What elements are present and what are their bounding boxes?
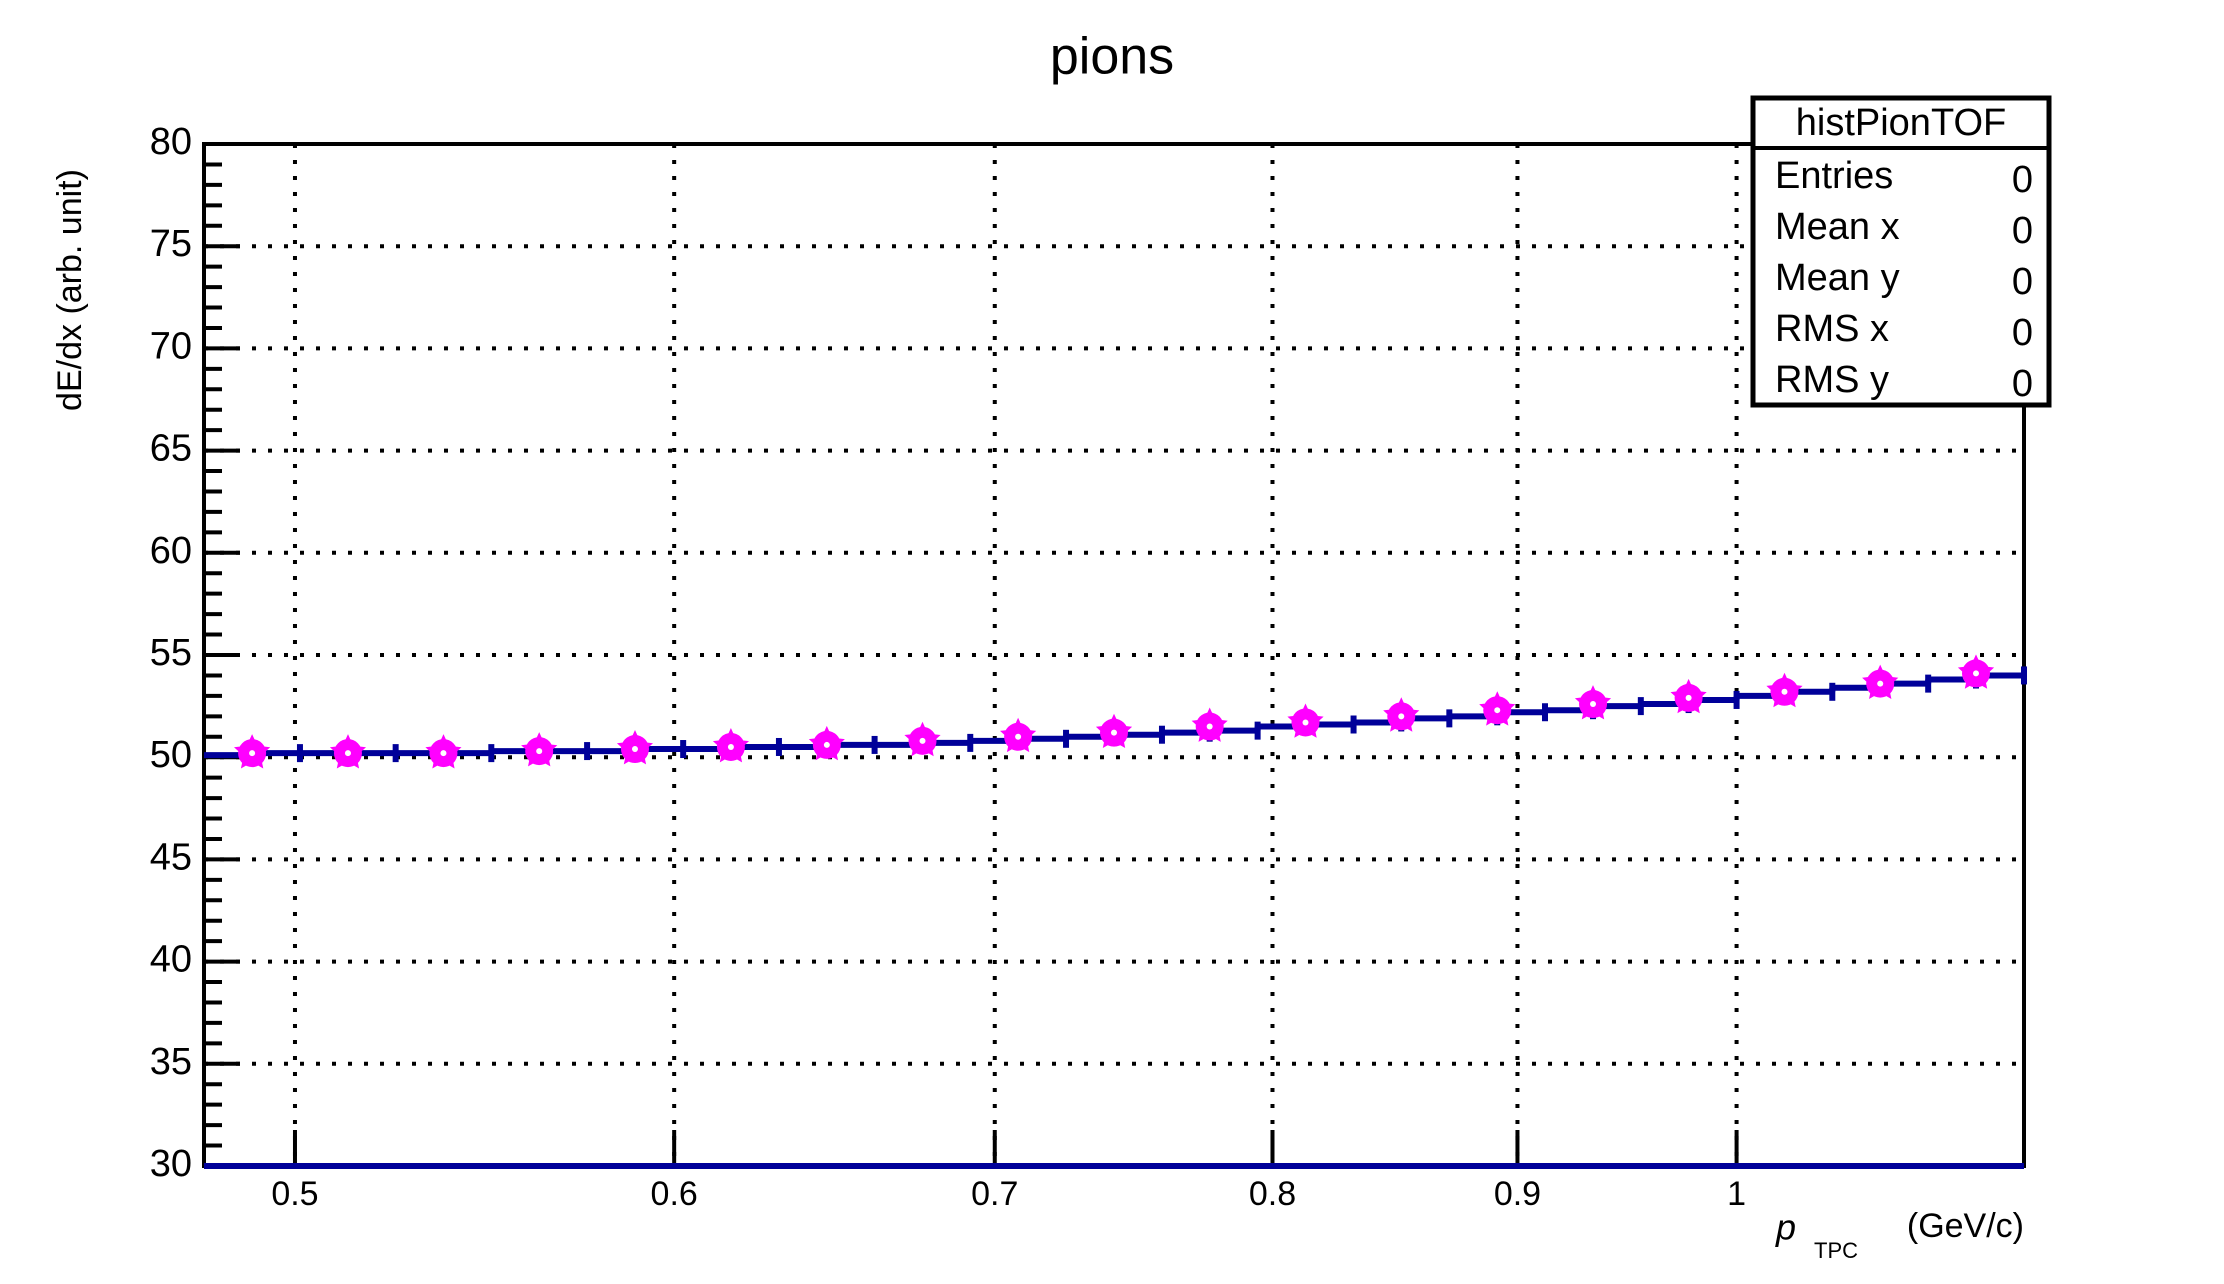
marker — [808, 725, 845, 761]
marker-center — [1015, 733, 1022, 740]
marker-center — [1590, 701, 1597, 708]
y-tick-label: 30 — [150, 1143, 192, 1185]
x-label-subscript: TPC — [1814, 1238, 1858, 1263]
marker — [904, 721, 941, 757]
marker — [1574, 685, 1612, 720]
marker-center — [1398, 713, 1405, 720]
marker-center — [1206, 723, 1213, 730]
stats-title: histPionTOF — [1796, 102, 2006, 144]
marker — [1191, 707, 1228, 742]
marker — [234, 734, 271, 769]
stats-label: RMS x — [1775, 308, 1889, 350]
marker-center — [1877, 680, 1884, 687]
x-tick-label: 0.9 — [1494, 1175, 1541, 1213]
marker-center — [727, 743, 734, 750]
marker-center — [1110, 729, 1117, 736]
x-label-unit: (GeV/c) — [1907, 1207, 2024, 1245]
marker-center — [536, 748, 543, 755]
y-tick-label: 60 — [150, 530, 192, 572]
marker-center — [1781, 688, 1788, 695]
marker — [1000, 717, 1037, 753]
x-tick-label: 0.8 — [1249, 1175, 1296, 1213]
marker — [425, 734, 462, 769]
y-tick-label: 40 — [150, 939, 192, 981]
marker-center — [631, 746, 638, 753]
marker-center — [1972, 670, 1979, 677]
stats-value: 0 — [2012, 159, 2033, 201]
stats-label: Entries — [1775, 155, 1893, 197]
stats-value: 0 — [2012, 261, 2033, 303]
marker-center — [823, 741, 830, 748]
marker — [1670, 678, 1707, 714]
x-axis-label: p TPC (GeV/c) — [1775, 1207, 2024, 1263]
y-tick-label: 45 — [150, 836, 192, 878]
y-tick-label: 75 — [150, 223, 192, 265]
y-tick-label: 35 — [150, 1041, 192, 1083]
marker — [1383, 697, 1420, 732]
stats-label: RMS y — [1775, 359, 1889, 401]
x-tick-label: 0.7 — [971, 1175, 1018, 1213]
y-axis-label: dE/dx (arb. unit) — [51, 169, 89, 411]
marker — [1862, 664, 1899, 699]
marker-center — [1302, 719, 1309, 726]
x-tick-label: 0.6 — [651, 1175, 698, 1213]
y-tick-label: 80 — [150, 121, 192, 163]
y-tick-label: 65 — [150, 428, 192, 470]
marker — [329, 734, 366, 769]
stats-value: 0 — [2012, 363, 2033, 405]
marker-center — [344, 750, 351, 757]
marker — [616, 730, 653, 765]
y-tick-label: 50 — [150, 734, 192, 776]
x-label-symbol: p — [1775, 1207, 1796, 1248]
marker — [1766, 672, 1803, 708]
marker — [1287, 703, 1324, 738]
x-tick-label: 1 — [1727, 1175, 1746, 1213]
marker-center — [1685, 694, 1692, 701]
marker — [1095, 713, 1133, 748]
x-tick-label: 0.5 — [271, 1175, 318, 1213]
marker-center — [249, 750, 256, 757]
stats-label: Mean y — [1775, 257, 1900, 299]
chart-title: pions — [1050, 28, 1174, 86]
stats-value: 0 — [2012, 312, 2033, 354]
stats-value: 0 — [2012, 210, 2033, 252]
marker — [712, 728, 749, 763]
stats-label: Mean x — [1775, 206, 1900, 248]
marker — [1957, 654, 1995, 689]
marker-center — [919, 737, 926, 744]
marker — [1479, 691, 1516, 726]
y-tick-label: 55 — [150, 632, 192, 674]
y-tick-label: 70 — [150, 325, 192, 367]
marker-center — [1494, 707, 1501, 714]
marker-center — [440, 750, 447, 757]
marker — [521, 732, 558, 767]
